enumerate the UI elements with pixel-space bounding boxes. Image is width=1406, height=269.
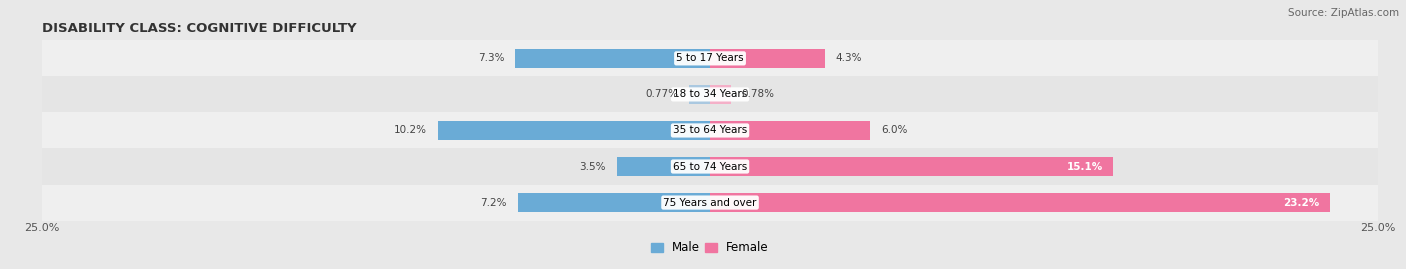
Text: 7.3%: 7.3% [478, 53, 505, 63]
Bar [710, 193, 1330, 212]
Bar [42, 148, 1378, 185]
Text: 3.5%: 3.5% [579, 161, 606, 172]
Bar [710, 121, 870, 140]
Text: 5 to 17 Years: 5 to 17 Years [676, 53, 744, 63]
Text: Source: ZipAtlas.com: Source: ZipAtlas.com [1288, 8, 1399, 18]
Bar [710, 157, 1114, 176]
Bar [616, 157, 710, 176]
Bar [42, 185, 1378, 221]
Text: 0.78%: 0.78% [741, 89, 775, 100]
Text: 10.2%: 10.2% [394, 125, 427, 136]
Text: 65 to 74 Years: 65 to 74 Years [673, 161, 747, 172]
Text: 6.0%: 6.0% [882, 125, 907, 136]
Bar [437, 121, 710, 140]
Bar [515, 49, 710, 68]
Bar [517, 193, 710, 212]
Bar [42, 76, 1378, 112]
Text: DISABILITY CLASS: COGNITIVE DIFFICULTY: DISABILITY CLASS: COGNITIVE DIFFICULTY [42, 22, 357, 35]
Text: 23.2%: 23.2% [1282, 197, 1319, 208]
Bar [710, 85, 731, 104]
Legend: Male, Female: Male, Female [651, 241, 769, 254]
Text: 7.2%: 7.2% [481, 197, 508, 208]
Text: 15.1%: 15.1% [1067, 161, 1102, 172]
Text: 4.3%: 4.3% [835, 53, 862, 63]
Text: 0.77%: 0.77% [645, 89, 679, 100]
Bar [710, 49, 825, 68]
Bar [42, 40, 1378, 76]
Text: 35 to 64 Years: 35 to 64 Years [673, 125, 747, 136]
Bar [689, 85, 710, 104]
Text: 75 Years and over: 75 Years and over [664, 197, 756, 208]
Bar [42, 112, 1378, 148]
Text: 18 to 34 Years: 18 to 34 Years [673, 89, 747, 100]
